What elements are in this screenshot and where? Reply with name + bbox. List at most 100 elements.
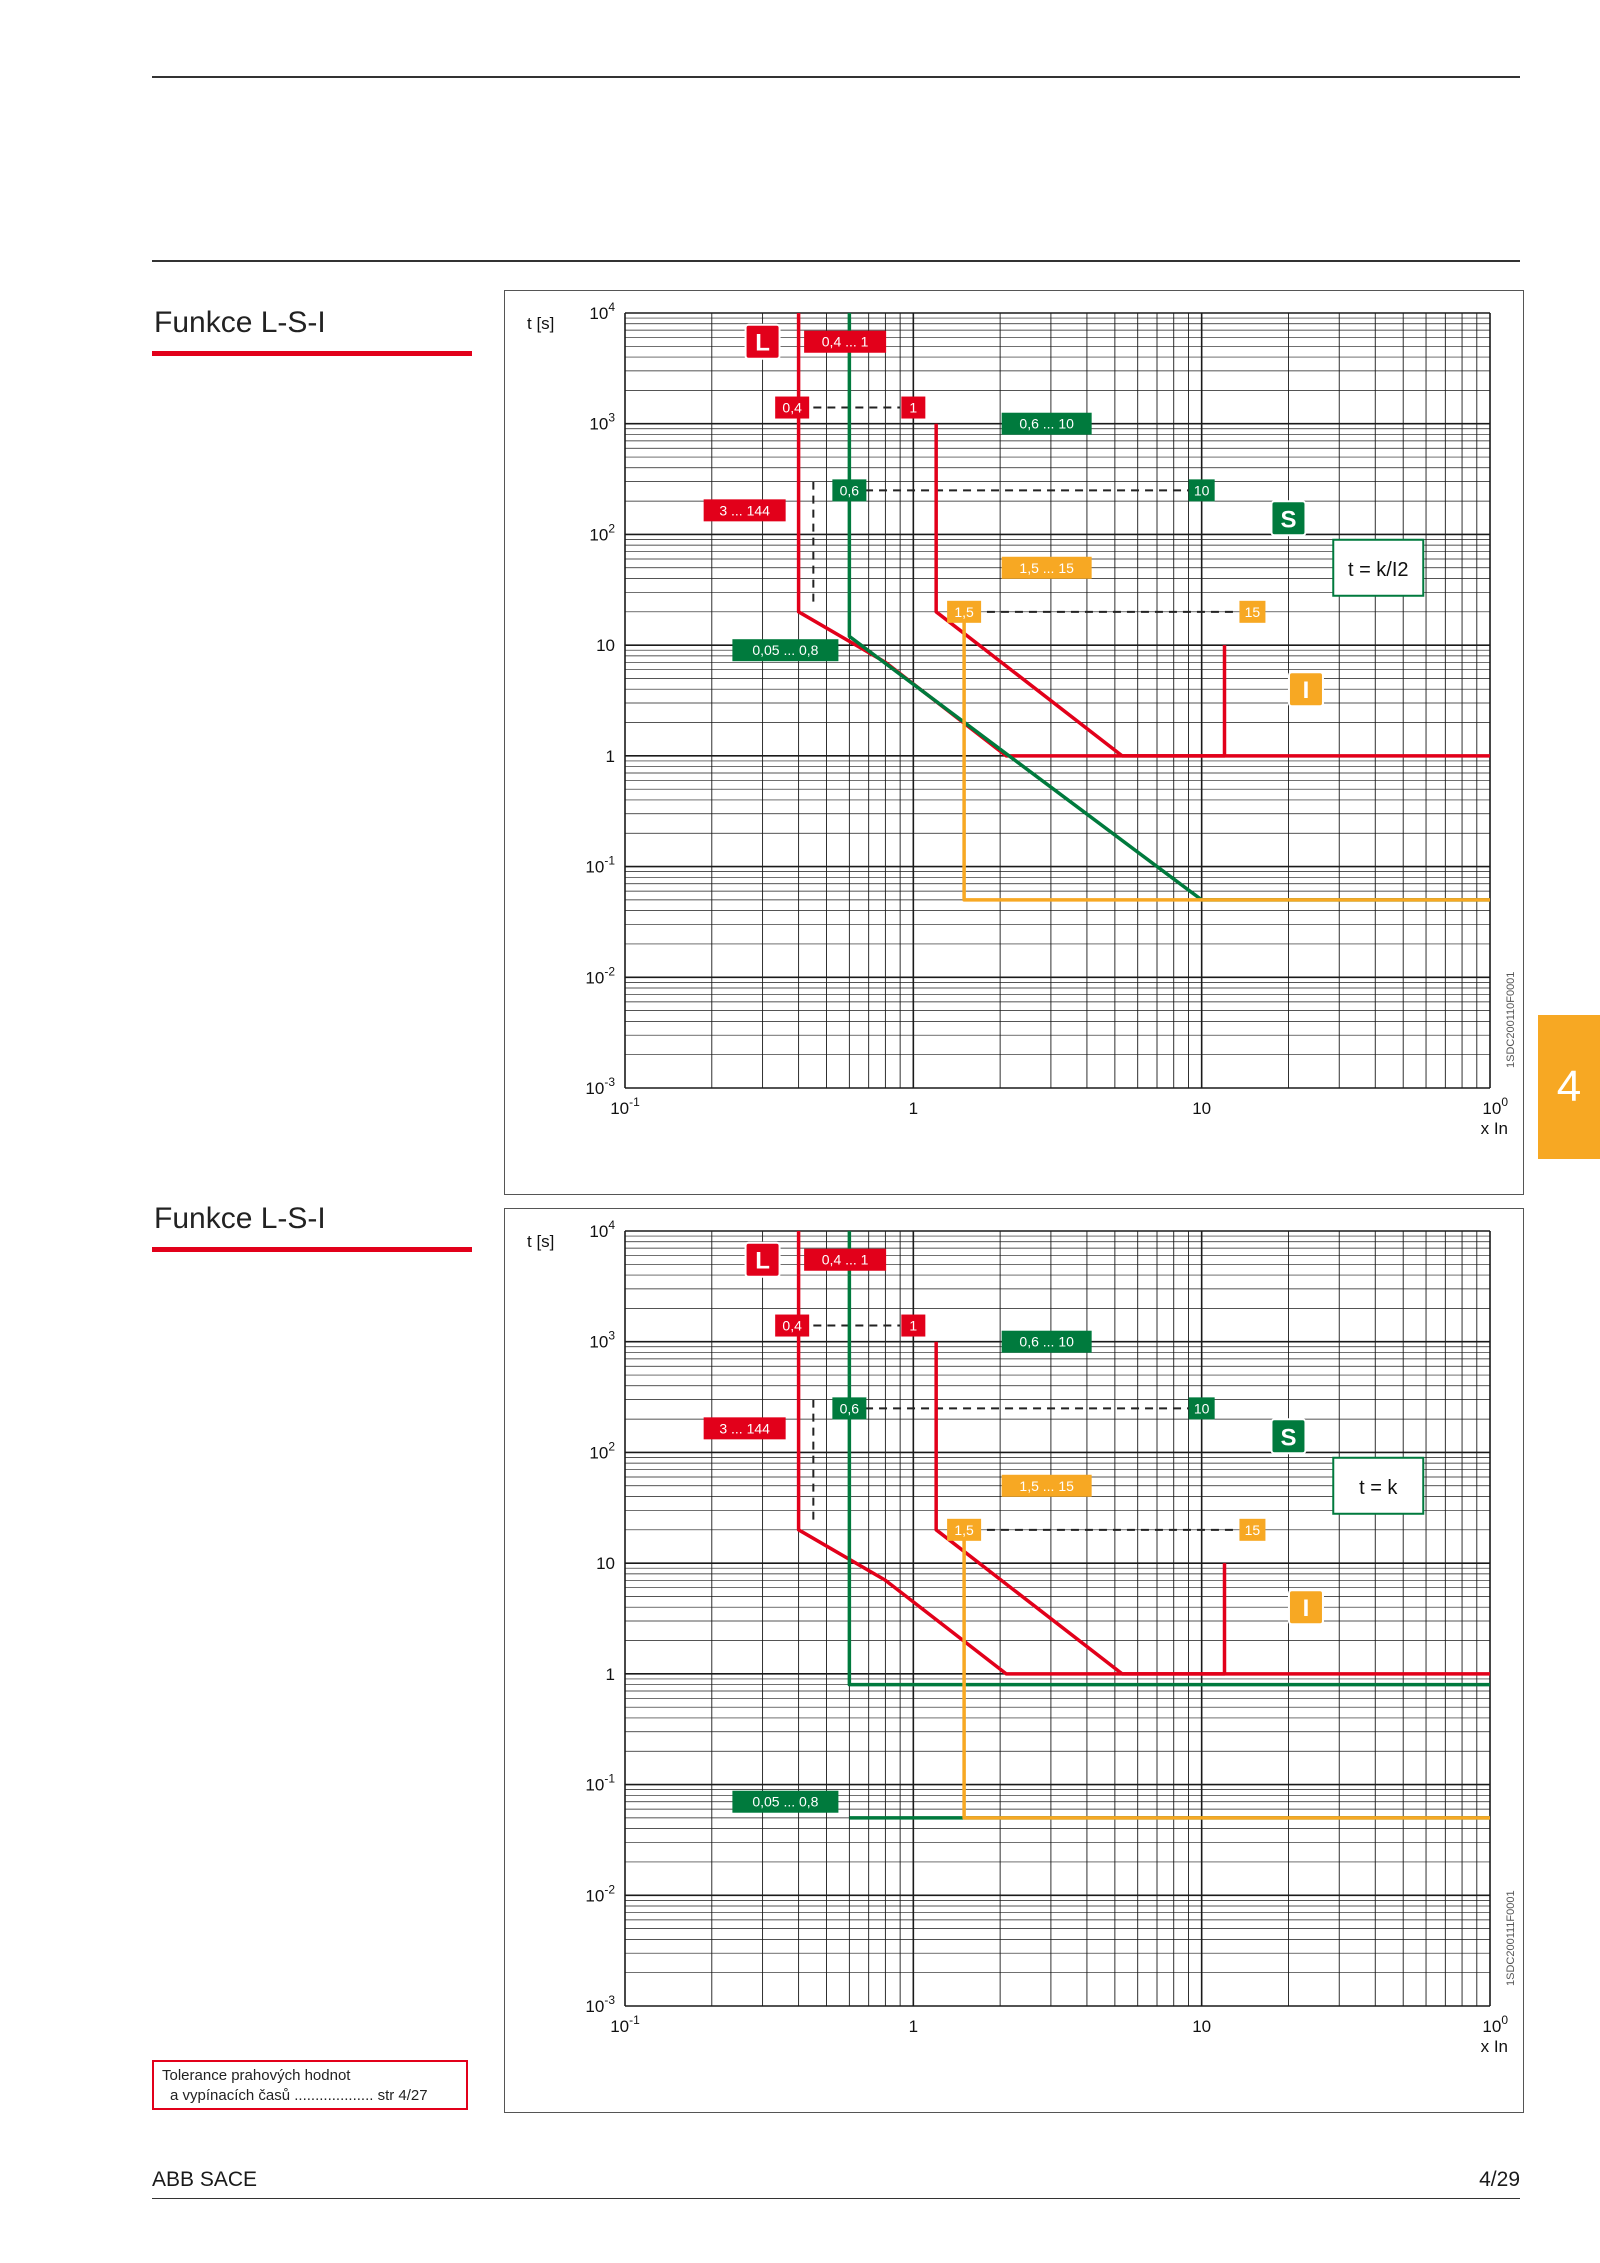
y-tick-label-base: 10 bbox=[589, 525, 608, 544]
annotation-green: 0,05 ... 0,8 bbox=[732, 639, 839, 662]
x-tick-label: 10 bbox=[1192, 1099, 1211, 1118]
annotation-label: 0,4 ... 1 bbox=[822, 1252, 869, 1268]
x-tick-label: 10-1 bbox=[610, 2013, 640, 2036]
annotation-box bbox=[703, 1417, 786, 1440]
y-tick-label: 10 bbox=[596, 636, 615, 655]
annotation-label: S bbox=[1280, 1424, 1296, 1451]
tolerance-note-line1: Tolerance prahových hodnot bbox=[162, 2067, 351, 2084]
x-tick-label-base: 10 bbox=[1482, 2017, 1501, 2036]
annotation-red: 3 ... 144 bbox=[703, 499, 786, 522]
figure-code: 1SDC200110F0001 bbox=[1505, 972, 1517, 1068]
formula-text: t = k bbox=[1359, 1477, 1398, 1499]
x-axis-label: x In bbox=[1481, 2037, 1508, 2056]
setting-arrows bbox=[812, 1324, 1235, 1531]
annotation-label: 1,5 bbox=[954, 1522, 974, 1538]
formula-text: t = k/I2 bbox=[1348, 559, 1409, 581]
annotation-red: 1 bbox=[901, 396, 926, 419]
annotation-box bbox=[744, 323, 781, 360]
y-tick-label-base: 10 bbox=[589, 1222, 608, 1241]
annotation-box bbox=[1270, 500, 1307, 537]
annotation-red: 0,4 ... 1 bbox=[804, 330, 887, 353]
series-red-line bbox=[934, 1341, 1490, 1676]
series-green-line bbox=[847, 1231, 1490, 1687]
formula-frame bbox=[1332, 1456, 1425, 1515]
annotation-green: 0,6 ... 10 bbox=[1001, 1330, 1092, 1353]
formula-box: t = k bbox=[1332, 1456, 1425, 1515]
top-rule-1 bbox=[152, 76, 1520, 78]
y-tick-label-exp: -3 bbox=[604, 1075, 615, 1089]
annotation-label: L bbox=[755, 330, 770, 357]
annotation-label: 1 bbox=[909, 400, 917, 416]
annotation-red: L bbox=[744, 1241, 781, 1278]
section-title-1: Funkce L-S-I bbox=[154, 306, 326, 339]
series-red-line bbox=[934, 423, 1490, 758]
series-orange-line bbox=[962, 611, 1490, 902]
annotation-red: 0,4 bbox=[775, 396, 810, 419]
annotation-label: 0,05 ... 0,8 bbox=[752, 1794, 818, 1810]
annotation-label: 0,4 bbox=[782, 400, 802, 416]
annotation-label: 0,4 bbox=[782, 1318, 802, 1334]
annotation-box bbox=[732, 639, 839, 662]
annotation-orange: 15 bbox=[1239, 1518, 1266, 1541]
annotation-label: 3 ... 144 bbox=[719, 502, 770, 518]
annotation-box bbox=[775, 396, 810, 419]
annotation-box bbox=[901, 1314, 926, 1337]
annotation-label: 0,6 bbox=[840, 482, 860, 498]
formula-box: t = k/I2 bbox=[1332, 538, 1425, 597]
annotation-green: 0,05 ... 0,8 bbox=[732, 1790, 839, 1813]
top-rule-2 bbox=[152, 260, 1520, 262]
annotation-label: 10 bbox=[1194, 482, 1210, 498]
annotation-green: 0,6 bbox=[832, 1397, 867, 1420]
chapter-tab: 4 bbox=[1538, 1015, 1600, 1159]
annotation-orange: 1,5 bbox=[947, 1518, 982, 1541]
annotation-label: 10 bbox=[1194, 1400, 1210, 1416]
tolerance-note-line2: a vypínacích časů ................... st… bbox=[170, 2087, 428, 2104]
x-tick-label-base: 10 bbox=[610, 1099, 629, 1118]
grid bbox=[624, 312, 1491, 1089]
y-tick-label-base: 10 bbox=[585, 968, 604, 987]
y-tick-label-base: 10 bbox=[585, 858, 604, 877]
y-tick-label: 102 bbox=[589, 1439, 615, 1462]
annotation-green: S bbox=[1270, 1418, 1307, 1455]
y-tick-label-exp: 3 bbox=[608, 1329, 615, 1343]
y-tick-label-base: 10 bbox=[589, 1443, 608, 1462]
annotation-box bbox=[1287, 671, 1324, 708]
formula-frame bbox=[1332, 538, 1425, 597]
annotation-label: 15 bbox=[1245, 604, 1261, 620]
annotation-box bbox=[832, 1397, 867, 1420]
annotation-orange: 1,5 bbox=[947, 600, 982, 623]
x-tick-label: 10 bbox=[1192, 2017, 1211, 2036]
y-tick-label-exp: -1 bbox=[604, 1772, 615, 1786]
annotation-red: 0,4 bbox=[775, 1314, 810, 1337]
series-green-line bbox=[847, 313, 1490, 902]
annotation-box bbox=[1001, 1474, 1092, 1497]
annotation-box bbox=[947, 1518, 982, 1541]
annotation-label: 0,6 ... 10 bbox=[1019, 1334, 1074, 1350]
annotation-orange: 1,5 ... 15 bbox=[1001, 556, 1092, 579]
annotation-box bbox=[1001, 1330, 1092, 1353]
annotation-box bbox=[1287, 1589, 1324, 1626]
annotation-box bbox=[732, 1790, 839, 1813]
page-number: 4/29 bbox=[1479, 2168, 1520, 2191]
y-tick-label-base: 10 bbox=[585, 1997, 604, 2016]
section-rule-1 bbox=[152, 351, 472, 356]
annotation-label: 15 bbox=[1245, 1522, 1261, 1538]
annotation-box bbox=[1001, 412, 1092, 435]
y-tick-label: 103 bbox=[589, 1329, 615, 1352]
y-tick-label-exp: -1 bbox=[604, 854, 615, 868]
annotation-green: 10 bbox=[1188, 479, 1215, 502]
annotation-orange: 15 bbox=[1239, 600, 1266, 623]
annotation-green: 10 bbox=[1188, 1397, 1215, 1420]
y-tick-label-exp: 4 bbox=[608, 1218, 615, 1232]
y-axis-label: t [s] bbox=[527, 314, 554, 333]
annotation-green: S bbox=[1270, 500, 1307, 537]
annotation-box bbox=[775, 1314, 810, 1337]
annotation-box bbox=[703, 499, 786, 522]
x-axis-label: x In bbox=[1481, 1119, 1508, 1138]
y-tick-label-base: 10 bbox=[585, 1079, 604, 1098]
annotation-box bbox=[1188, 479, 1215, 502]
setting-arrows bbox=[812, 406, 1235, 613]
annotation-label: 3 ... 144 bbox=[719, 1420, 770, 1436]
x-tick-label: 100 bbox=[1482, 1095, 1508, 1118]
figure-code: 1SDC200111F0001 bbox=[1505, 1890, 1517, 1986]
